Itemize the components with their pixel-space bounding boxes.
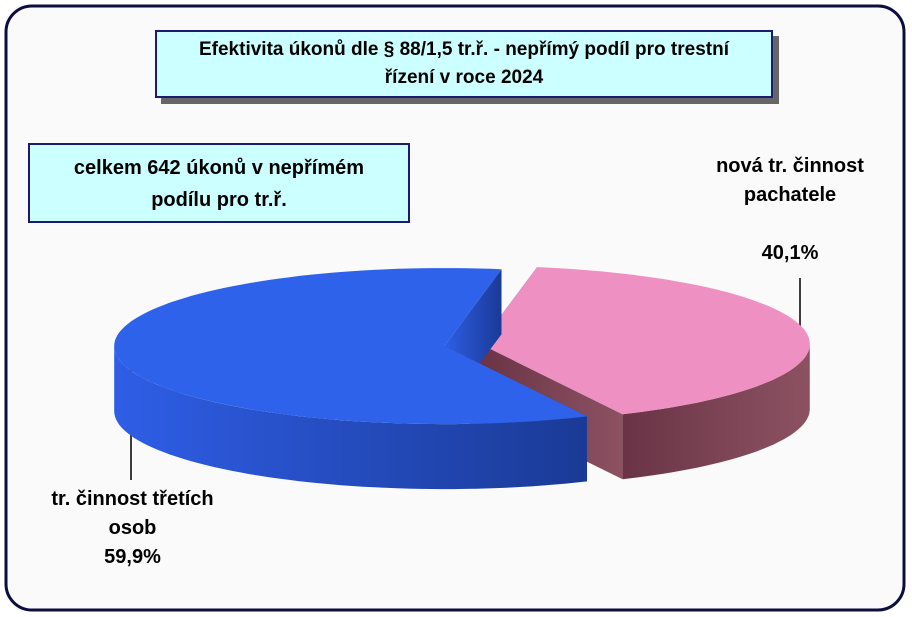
slice	[114, 268, 587, 425]
annotation: celkem 642 úkonů v nepřímém podílu pro t…	[28, 143, 410, 223]
pie	[114, 267, 810, 490]
slice	[479, 267, 810, 415]
value-label: 40,1%	[761, 242, 819, 264]
slice-side	[622, 343, 810, 480]
chart-title: Efektivita úkonů dle § 88/1,5 tr.ř. - ne…	[155, 30, 773, 98]
slice-label: tr. činnost třetích osob	[51, 488, 214, 539]
value-label: 59,9%	[104, 546, 161, 568]
slice-side	[114, 346, 587, 490]
slice-label: nová tr. činnost pachatele	[716, 155, 864, 206]
